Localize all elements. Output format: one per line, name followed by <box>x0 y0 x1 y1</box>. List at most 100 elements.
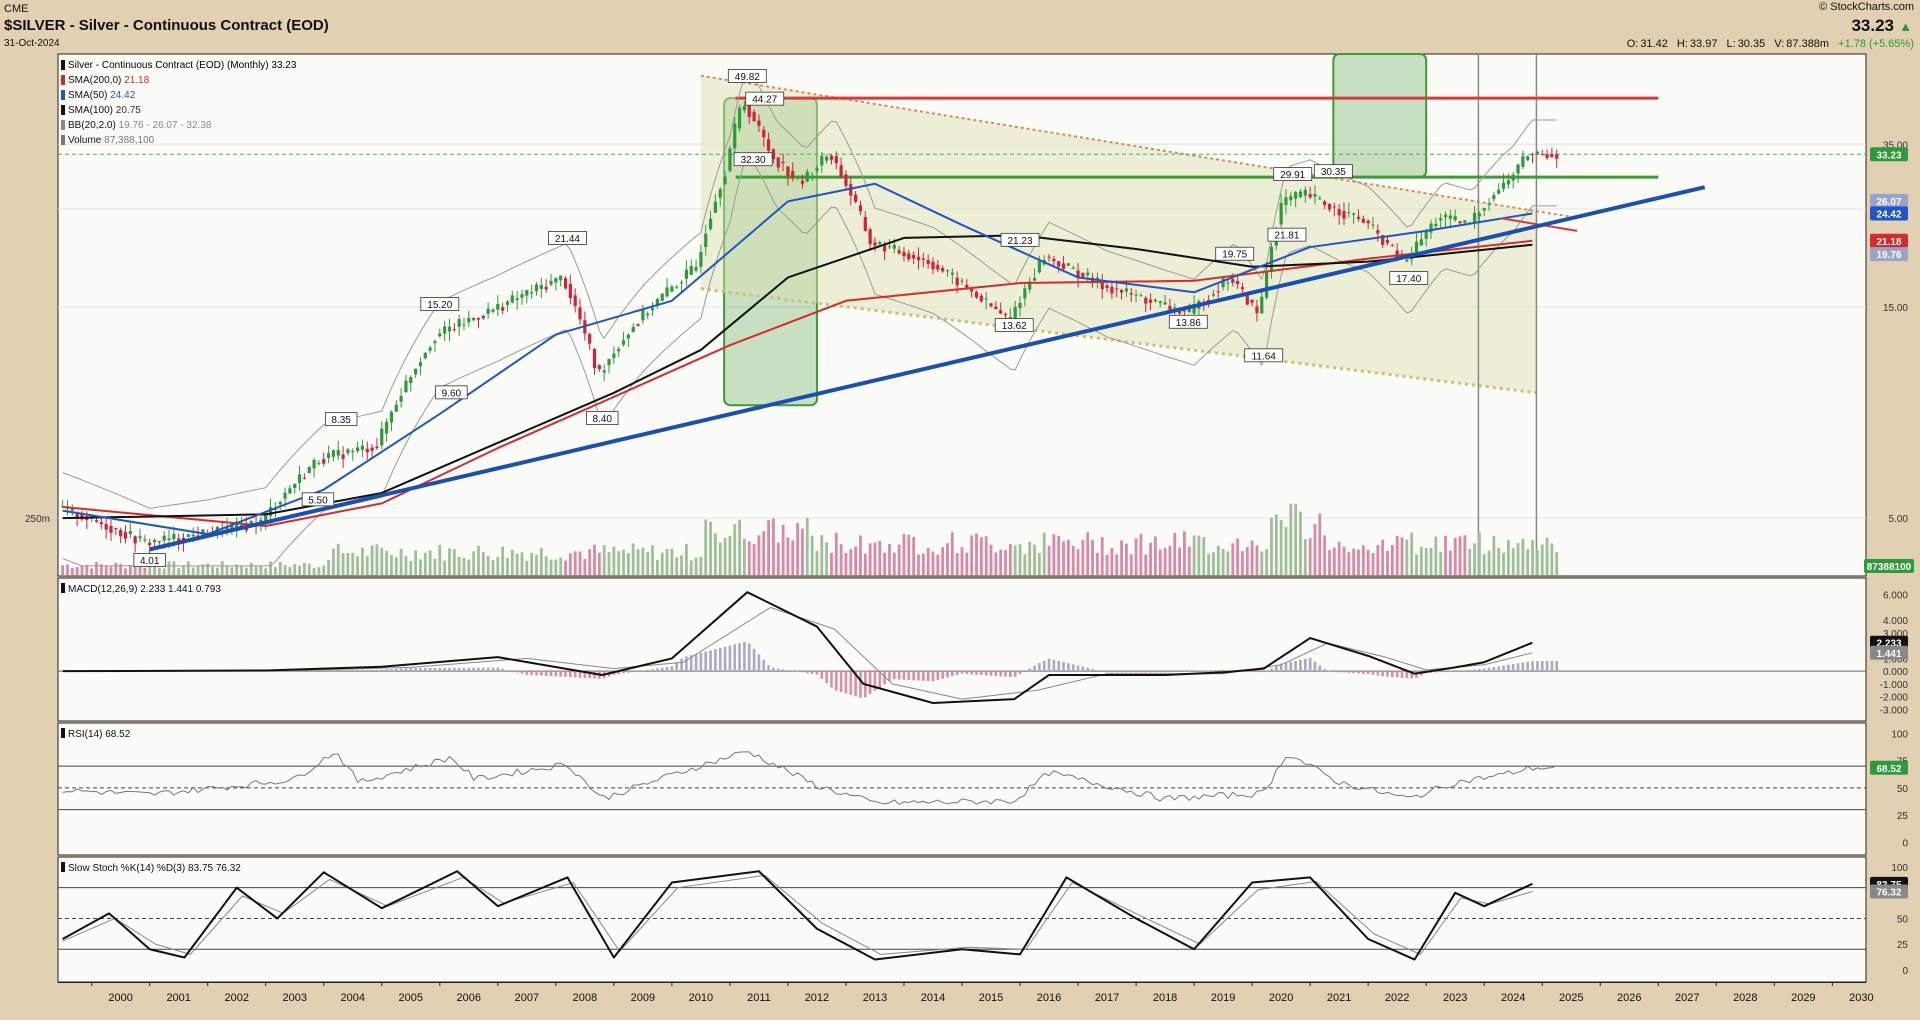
volume-bar <box>578 551 582 575</box>
candle-body <box>887 246 892 248</box>
macd-panel[interactable]: 6.0004.0003.0002.0001.0000.000-1.000-2.0… <box>58 583 1908 716</box>
macd-histogram-bar <box>1342 671 1346 673</box>
volume-bar <box>709 521 712 575</box>
candle-body <box>322 459 326 464</box>
volume-bar <box>743 538 746 575</box>
candle-body <box>1347 211 1351 213</box>
candle-body <box>1545 154 1549 158</box>
macd-histogram-bar <box>327 670 330 672</box>
legend-item-label: SMA(100) <box>68 105 116 116</box>
macd-histogram-bar <box>588 671 591 679</box>
volume-bar <box>1207 553 1210 575</box>
volume-bar <box>486 555 490 575</box>
candle-body <box>1139 295 1143 297</box>
indicator-tick-label: 3.000 <box>1883 629 1908 640</box>
candle-body <box>965 284 969 289</box>
candle-body <box>679 282 684 284</box>
macd-histogram-bar <box>1139 671 1143 673</box>
volume-bar <box>772 518 775 575</box>
macd-histogram-bar <box>1410 671 1413 679</box>
volume-bar <box>448 548 451 575</box>
macd-histogram-bar <box>1415 671 1418 678</box>
volume-bar <box>786 537 790 575</box>
candle-body <box>235 521 239 529</box>
volume-bar <box>1332 547 1336 575</box>
candle-body <box>346 449 350 454</box>
indicator-tick-label: -2.000 <box>1880 693 1909 704</box>
price-level-text: 9.60 <box>442 388 462 399</box>
volume-bar <box>1086 532 1090 575</box>
macd-histogram-bar <box>675 662 679 672</box>
x-tick-label: 2018 <box>1153 992 1177 1004</box>
legend-swatch <box>61 135 65 145</box>
legend-item-value: 20.75 <box>116 105 141 116</box>
candle-body <box>655 298 659 306</box>
candle-body <box>713 201 718 213</box>
price-tick-label: 5.00 <box>1889 514 1909 525</box>
volume-bar <box>738 519 741 575</box>
candle-body <box>1134 294 1138 296</box>
volume-bar <box>288 567 292 575</box>
volume-bar <box>361 547 364 575</box>
candle-body <box>61 506 65 508</box>
macd-histogram-bar <box>307 670 311 672</box>
candle-body <box>428 347 432 351</box>
candle-body <box>1371 224 1375 226</box>
chart-header: CME $SILVER - Silver - Continuous Contra… <box>0 0 1920 54</box>
volume-bar <box>723 537 727 575</box>
macd-histogram-bar <box>883 671 886 685</box>
candle-body <box>1008 316 1012 318</box>
bollinger-lower <box>62 154 1557 567</box>
candle-body <box>1037 260 1041 273</box>
price-panel[interactable]: 5.0015.0025.0035.00250m4.015.508.359.601… <box>25 53 1914 576</box>
candle-body <box>839 165 843 178</box>
macd-histogram-bar <box>443 667 446 672</box>
candle-body <box>699 252 703 267</box>
candle-body <box>665 287 669 297</box>
candle-body <box>1361 218 1365 223</box>
volume-bar <box>946 543 949 575</box>
x-tick-label: 2000 <box>108 992 132 1004</box>
volume-bar <box>694 557 698 575</box>
macd-histogram-bar <box>888 671 891 682</box>
volume-bar <box>1323 535 1327 575</box>
candle-body <box>133 536 137 544</box>
candle-body <box>1255 306 1259 314</box>
volume-bar <box>573 551 577 575</box>
indicator-tick-label: 25 <box>1897 811 1909 822</box>
macd-histogram-bar <box>970 671 973 675</box>
volume-bar <box>1535 549 1539 575</box>
price-level-label: 8.40 <box>586 411 619 425</box>
candle-body <box>370 447 374 451</box>
volume-bar <box>564 560 567 575</box>
macd-histogram-bar <box>554 671 558 677</box>
volume-bar <box>182 565 185 575</box>
candle-body <box>1158 301 1162 303</box>
macd-histogram-bar <box>482 667 485 672</box>
candle-body <box>1352 213 1356 215</box>
macd-histogram-bar <box>1366 671 1370 675</box>
volume-bar <box>1381 539 1385 575</box>
macd-histogram-bar <box>1304 658 1307 672</box>
price-level-label: 21.44 <box>548 231 587 245</box>
price-level-box <box>435 385 468 400</box>
x-tick-label: 2010 <box>689 992 713 1004</box>
volume-bar <box>196 565 200 575</box>
low-label: L: <box>1726 38 1736 50</box>
volume-bar <box>689 560 693 575</box>
high-label: H: <box>1676 38 1688 50</box>
price-level-text: 19.75 <box>1222 250 1247 261</box>
volume-bar <box>99 564 103 575</box>
volume-bar <box>201 564 205 575</box>
volume-bar <box>264 568 268 575</box>
volume-bar <box>1274 514 1278 575</box>
price-level-label: 13.62 <box>994 318 1034 332</box>
x-tick-label: 2026 <box>1617 992 1641 1004</box>
x-tick-label: 2003 <box>282 992 306 1004</box>
x-tick-label: 2006 <box>457 992 481 1004</box>
volume-bar <box>467 559 471 575</box>
candle-body <box>447 326 452 332</box>
